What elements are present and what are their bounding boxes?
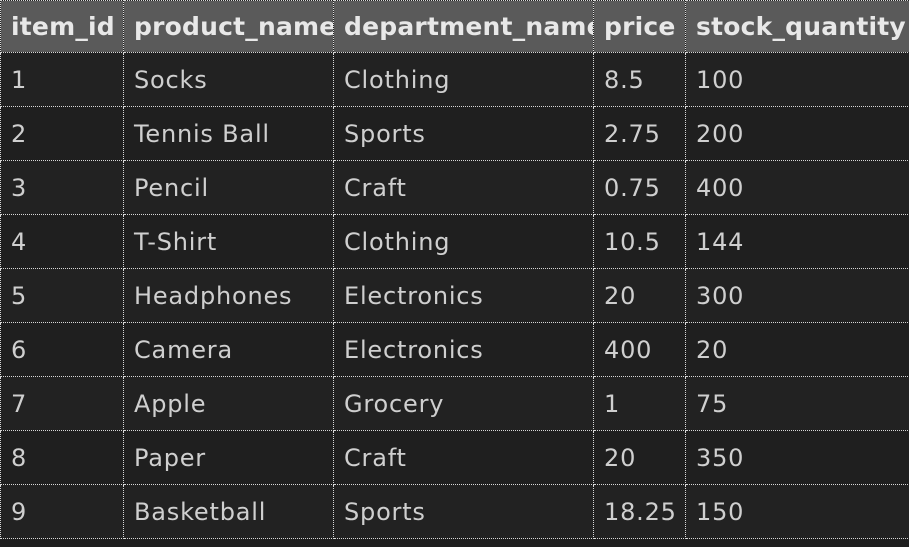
cell-department-name: Electronics (333, 322, 594, 377)
cell-item-id: 5 (0, 268, 124, 323)
table-row[interactable]: 8 Paper Craft 20 350 (0, 430, 909, 485)
table-row[interactable]: 5 Headphones Electronics 20 300 (0, 268, 909, 323)
cell-item-id: 6 (0, 322, 124, 377)
cell-department-name: Clothing (333, 52, 594, 107)
table-row[interactable]: 9 Basketball Sports 18.25 150 (0, 484, 909, 539)
cell-price: 20 (593, 430, 686, 485)
cell-product-name: Apple (123, 376, 334, 431)
cell-price: 20 (593, 268, 686, 323)
table-row[interactable]: 1 Socks Clothing 8.5 100 (0, 52, 909, 107)
cell-department-name: Electronics (333, 268, 594, 323)
cell-item-id: 8 (0, 430, 124, 485)
cell-stock-quantity: 350 (685, 430, 909, 485)
cell-item-id: 7 (0, 376, 124, 431)
cell-price: 8.5 (593, 52, 686, 107)
column-header-item-id[interactable]: item_id (0, 0, 124, 53)
cell-stock-quantity: 144 (685, 214, 909, 269)
table-row[interactable]: 6 Camera Electronics 400 20 (0, 322, 909, 377)
cell-department-name: Clothing (333, 214, 594, 269)
cell-price: 400 (593, 322, 686, 377)
cell-product-name: Paper (123, 430, 334, 485)
cell-stock-quantity: 400 (685, 160, 909, 215)
column-header-product-name[interactable]: product_name (123, 0, 334, 53)
cell-price: 2.75 (593, 106, 686, 161)
cell-item-id: 1 (0, 52, 124, 107)
cell-price: 0.75 (593, 160, 686, 215)
column-header-department-name[interactable]: department_name (333, 0, 594, 53)
cell-department-name: Sports (333, 106, 594, 161)
header-row: item_id product_name department_name pri… (0, 0, 909, 53)
cell-stock-quantity: 200 (685, 106, 909, 161)
cell-item-id: 4 (0, 214, 124, 269)
cell-stock-quantity: 100 (685, 52, 909, 107)
cell-department-name: Grocery (333, 376, 594, 431)
cell-product-name: Tennis Ball (123, 106, 334, 161)
cell-price: 10.5 (593, 214, 686, 269)
cell-price: 1 (593, 376, 686, 431)
table-body: 1 Socks Clothing 8.5 100 2 Tennis Ball S… (0, 52, 909, 539)
cell-stock-quantity: 75 (685, 376, 909, 431)
cell-stock-quantity: 150 (685, 484, 909, 539)
cell-product-name: Headphones (123, 268, 334, 323)
column-header-stock-quantity[interactable]: stock_quantity (685, 0, 909, 53)
table-row[interactable]: 4 T-Shirt Clothing 10.5 144 (0, 214, 909, 269)
cell-item-id: 2 (0, 106, 124, 161)
cell-department-name: Craft (333, 160, 594, 215)
cell-product-name: T-Shirt (123, 214, 334, 269)
table-header: item_id product_name department_name pri… (0, 0, 909, 53)
table-row[interactable]: 2 Tennis Ball Sports 2.75 200 (0, 106, 909, 161)
cell-product-name: Camera (123, 322, 334, 377)
table-row[interactable]: 3 Pencil Craft 0.75 400 (0, 160, 909, 215)
cell-department-name: Sports (333, 484, 594, 539)
cell-price: 18.25 (593, 484, 686, 539)
cell-stock-quantity: 20 (685, 322, 909, 377)
cell-item-id: 3 (0, 160, 124, 215)
cell-product-name: Basketball (123, 484, 334, 539)
cell-stock-quantity: 300 (685, 268, 909, 323)
cell-department-name: Craft (333, 430, 594, 485)
table-row[interactable]: 7 Apple Grocery 1 75 (0, 376, 909, 431)
cell-product-name: Socks (123, 52, 334, 107)
column-header-price[interactable]: price (593, 0, 686, 53)
cell-product-name: Pencil (123, 160, 334, 215)
cell-item-id: 9 (0, 484, 124, 539)
